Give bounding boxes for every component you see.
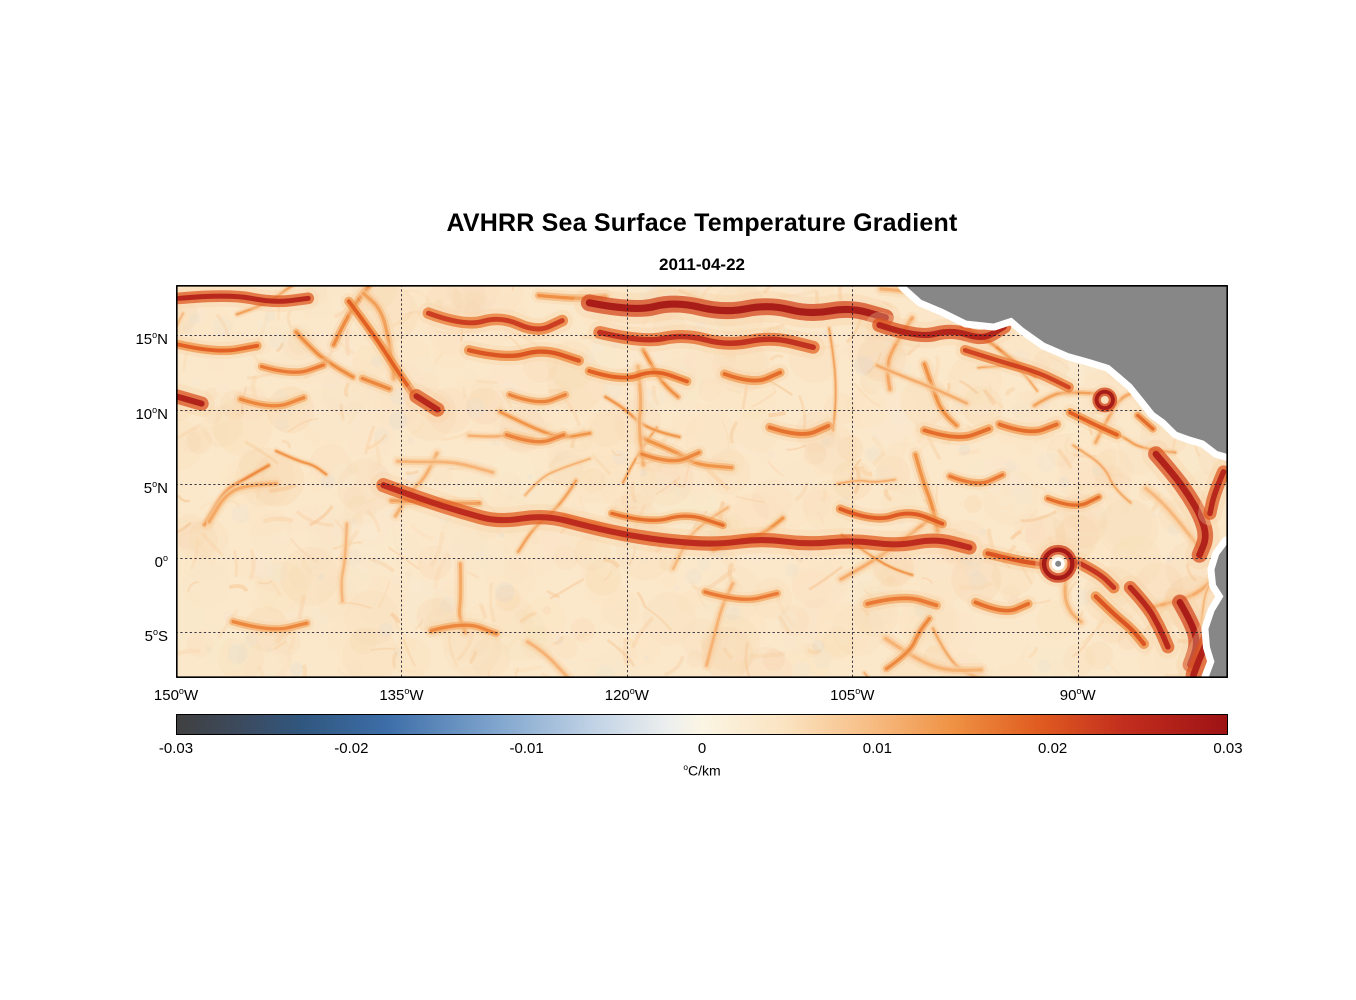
- x-axis-tick-label: 150oW: [153, 686, 199, 704]
- colorbar-tick-label: 0.01: [862, 740, 892, 757]
- chart-title: AVHRR Sea Surface Temperature Gradient: [446, 209, 958, 237]
- colorbar-gradient: [176, 714, 1228, 735]
- x-axis-tick-label: 135oW: [379, 686, 424, 704]
- colorbar-tick-label: 0.03: [1213, 740, 1243, 757]
- sst-gradient-heatmap: [176, 285, 1228, 678]
- y-axis-tick-label: 15oN: [135, 330, 168, 349]
- colorbar-tick-label: 0.02: [1038, 740, 1068, 757]
- x-axis-tick-label: 105oW: [830, 686, 875, 704]
- colorbar-tick-label: -0.03: [158, 740, 194, 757]
- y-axis-tick-label: 5oN: [143, 478, 168, 497]
- colorbar-tick-label: -0.01: [509, 740, 544, 757]
- x-axis-tick-label: 120oW: [604, 686, 649, 704]
- x-axis-tick-label: 90oW: [1059, 686, 1096, 704]
- y-axis-tick-label: 0o: [154, 552, 168, 571]
- y-axis-tick-label: 5oS: [144, 627, 168, 646]
- colorbar-tick-label: -0.02: [334, 740, 369, 757]
- colorbar-tick-label: 0: [697, 740, 707, 757]
- y-axis-tick-label: 10oN: [135, 404, 168, 423]
- chart-subtitle: 2011-04-22: [658, 255, 746, 274]
- colorbar-units-label: oC/km: [683, 762, 721, 779]
